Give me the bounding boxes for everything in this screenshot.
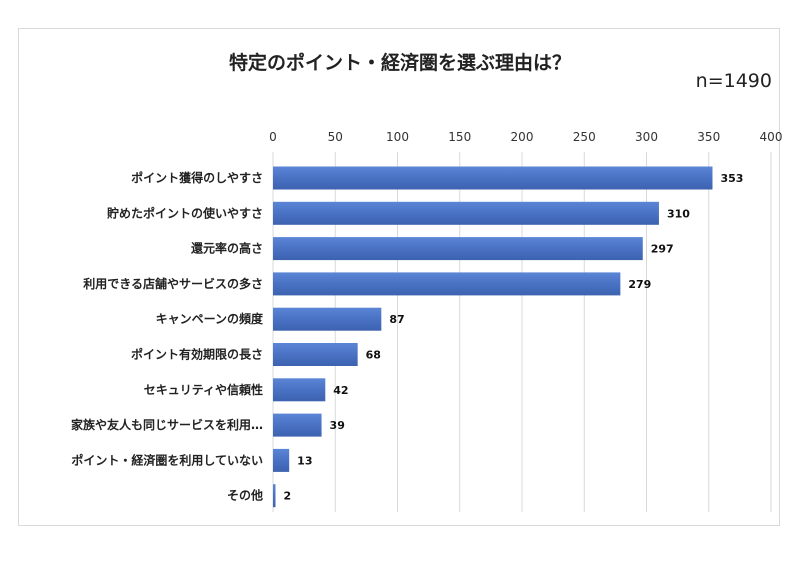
bar [273, 272, 621, 296]
data-label: 39 [330, 419, 345, 432]
category-label: 家族や友人も同じサービスを利用… [71, 417, 263, 432]
bar [273, 201, 659, 225]
x-tick-label: 400 [760, 130, 783, 144]
category-label: 貯めたポイントの使いやすさ [107, 205, 263, 220]
data-label: 279 [628, 278, 651, 291]
data-label: 353 [720, 172, 743, 185]
bar [273, 343, 358, 366]
chart-title: 特定のポイント・経済圏を選ぶ理由は？ [228, 52, 571, 74]
category-label: 利用できる店舗やサービスの多さ [83, 276, 263, 291]
x-tick-label: 0 [269, 130, 277, 144]
category-label: ポイント有効期限の長さ [131, 347, 263, 362]
x-axis-ticks: 0 50 100 150 200 250 300 350 400 [269, 130, 782, 144]
data-label: 310 [667, 207, 690, 220]
bar [273, 378, 326, 402]
data-label: 68 [366, 349, 381, 362]
value-labels: 353 310 297 279 87 68 42 39 13 2 [283, 172, 743, 503]
bar [273, 166, 713, 190]
data-label: 2 [283, 490, 291, 503]
data-label: 42 [333, 384, 348, 397]
data-label: 87 [389, 313, 404, 326]
category-label: ポイント・経済圏を利用していない [71, 452, 263, 467]
bar [273, 237, 643, 261]
data-label: 297 [651, 243, 674, 256]
x-tick-label: 150 [448, 130, 471, 144]
category-label: その他 [227, 488, 263, 503]
bar [273, 448, 290, 472]
x-tick-label: 300 [635, 130, 658, 144]
bar [273, 484, 276, 508]
category-label: セキュリティや信頼性 [144, 382, 263, 397]
x-tick-label: 250 [573, 130, 596, 144]
data-label: 13 [297, 454, 312, 467]
sample-size-label: n=1490 [695, 70, 772, 92]
category-label: キャンペーンの頻度 [156, 311, 264, 326]
bars [273, 166, 713, 508]
x-tick-label: 200 [511, 130, 534, 144]
bar [273, 307, 382, 331]
category-label: ポイント獲得のしやすさ [131, 170, 263, 185]
x-tick-label: 100 [386, 130, 409, 144]
x-tick-label: 350 [697, 130, 720, 144]
category-label: 還元率の高さ [191, 241, 263, 256]
x-tick-label: 50 [328, 130, 343, 144]
bar [273, 413, 322, 437]
category-labels: ポイント獲得のしやすさ貯めたポイントの使いやすさ還元率の高さ利用できる店舗やサー… [71, 170, 264, 503]
